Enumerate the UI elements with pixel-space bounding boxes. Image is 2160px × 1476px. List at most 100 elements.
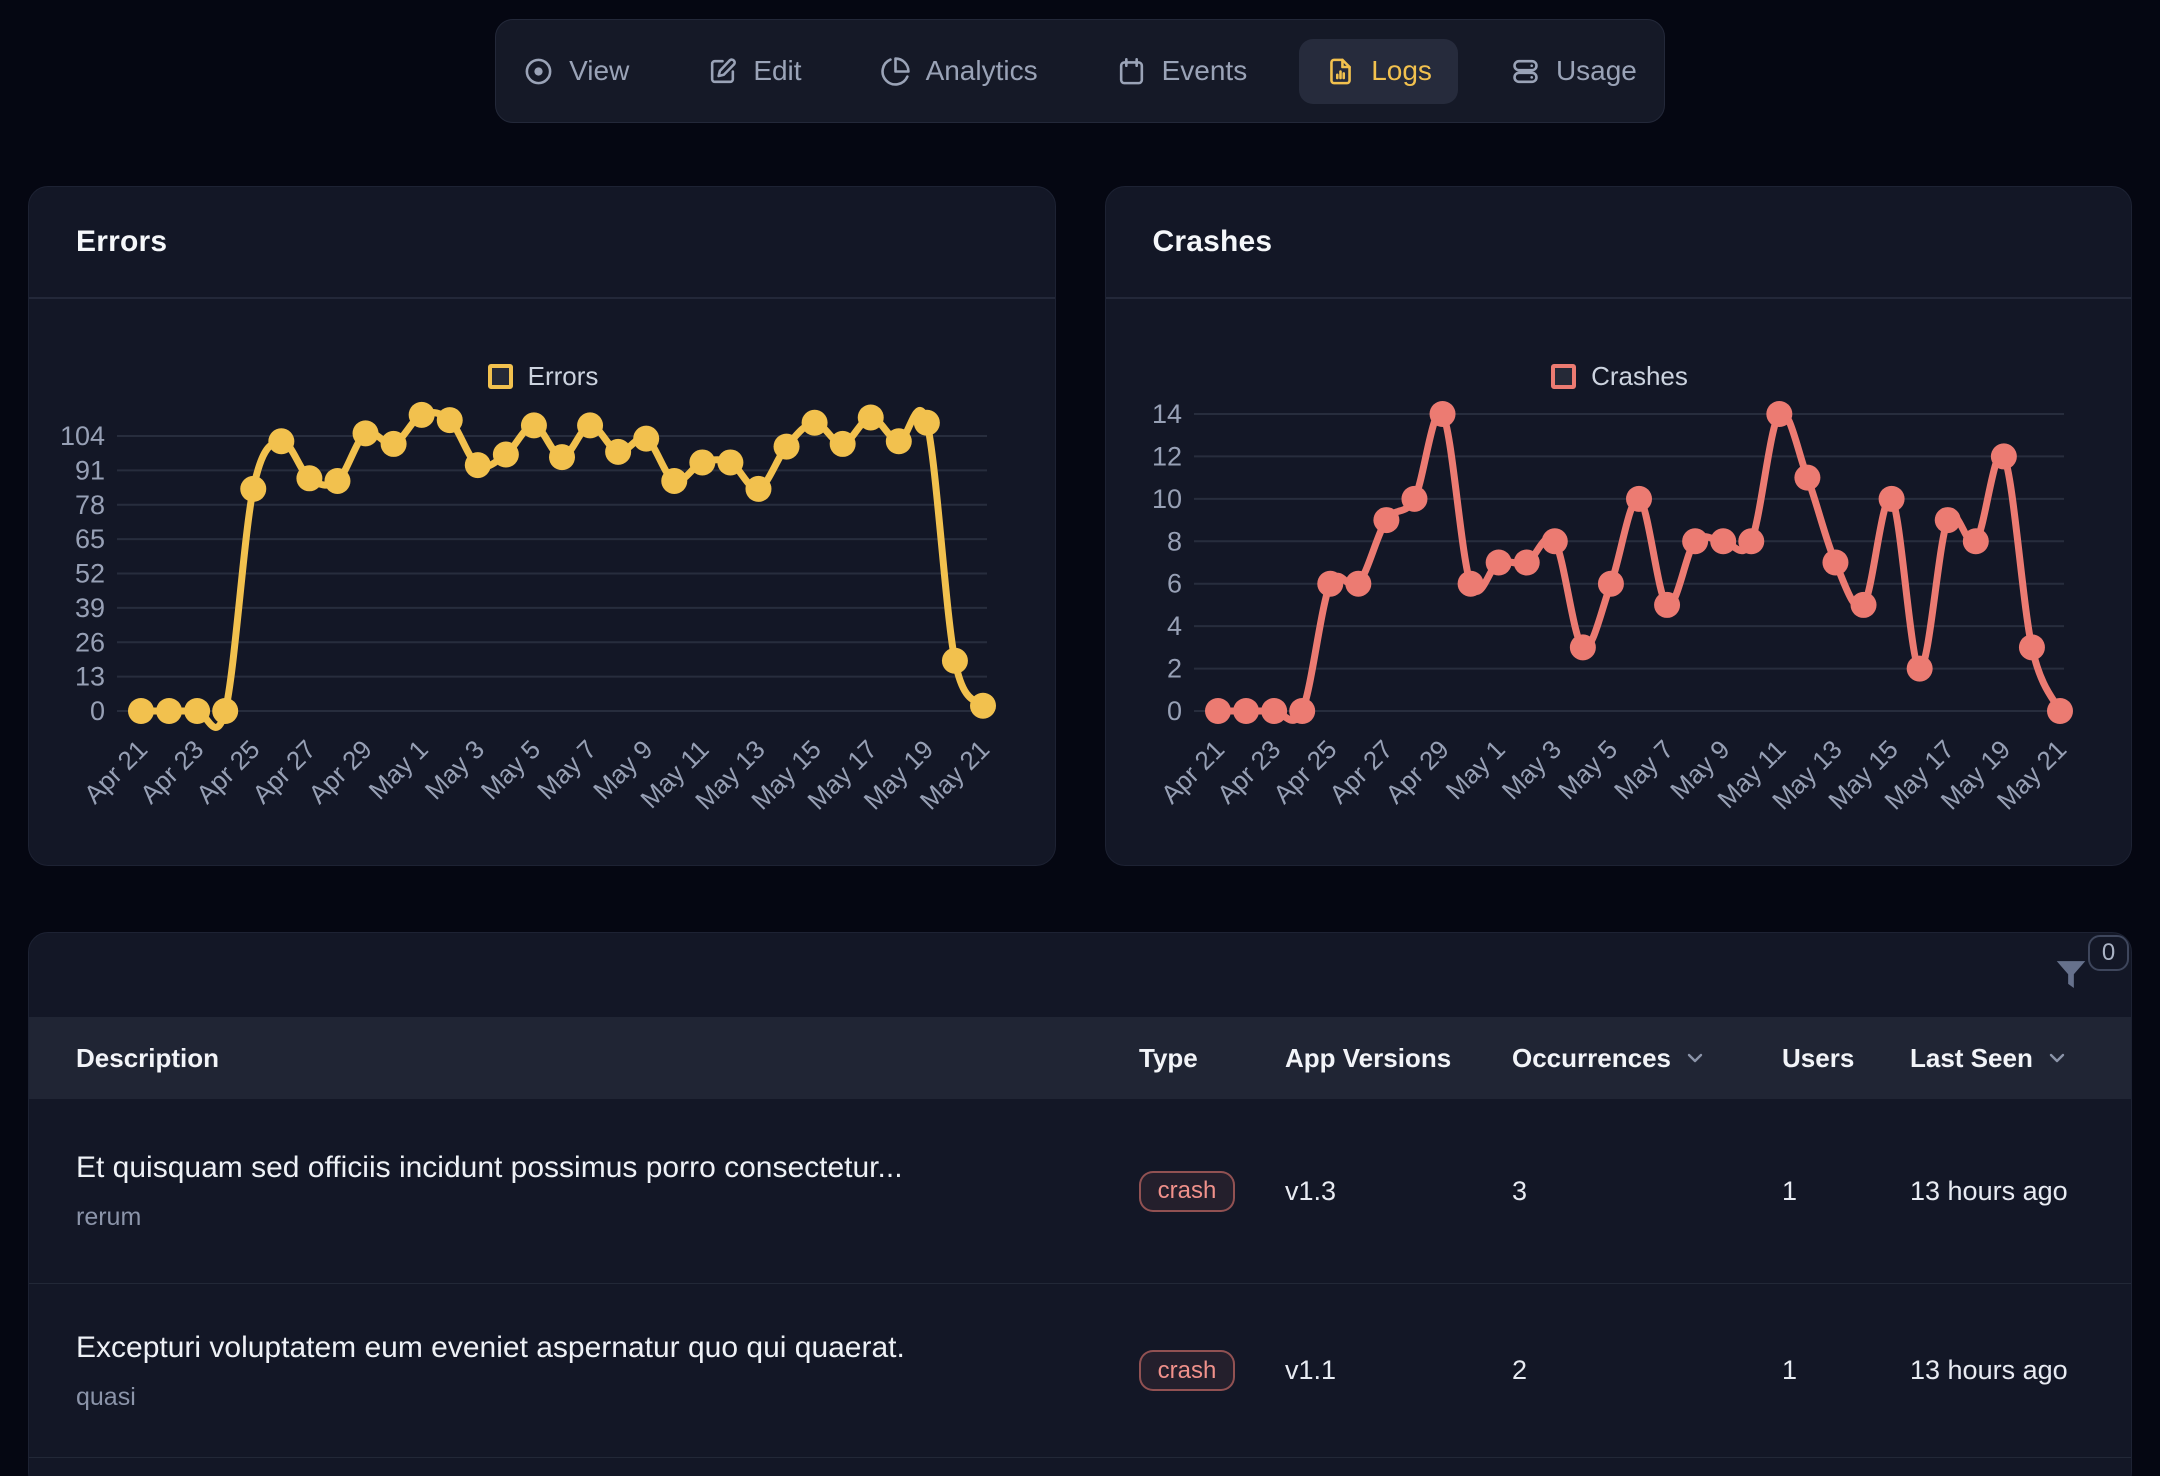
data-point[interactable] xyxy=(941,647,968,674)
table-row[interactable]: Et quisquam sed officiis incidunt possim… xyxy=(29,1099,2131,1284)
y-tick-label: 10 xyxy=(1151,484,1181,514)
tab-view[interactable]: View xyxy=(497,39,655,104)
tab-events[interactable]: Events xyxy=(1090,39,1274,104)
data-point[interactable] xyxy=(1878,485,1905,512)
data-point[interactable] xyxy=(1457,570,1484,597)
data-point[interactable] xyxy=(1597,570,1624,597)
col-occurrences[interactable]: Occurrences xyxy=(1512,1043,1782,1074)
data-point[interactable] xyxy=(1204,698,1231,724)
data-point[interactable] xyxy=(1765,401,1792,427)
data-point[interactable] xyxy=(2046,698,2073,724)
x-tick-label: May 5 xyxy=(1551,734,1622,805)
tab-label: Usage xyxy=(1555,55,1637,86)
data-point[interactable] xyxy=(1906,655,1933,682)
data-point[interactable] xyxy=(436,407,463,434)
data-point[interactable] xyxy=(1990,443,2017,470)
data-point[interactable] xyxy=(1709,528,1736,555)
data-point[interactable] xyxy=(324,467,351,494)
crashes-card-header: Crashes xyxy=(1105,187,2131,299)
tab-logs[interactable]: Logs xyxy=(1299,38,1458,104)
data-point[interactable] xyxy=(2018,634,2045,661)
data-point[interactable] xyxy=(1541,528,1568,555)
data-point[interactable] xyxy=(380,430,407,457)
tab-label: Edit xyxy=(753,55,802,86)
data-point[interactable] xyxy=(128,698,154,724)
data-point[interactable] xyxy=(1485,549,1512,576)
data-point[interactable] xyxy=(156,698,183,724)
table-row[interactable]: Excepturi voluptatem eum eveniet asperna… xyxy=(29,1284,2131,1458)
table-toolbar: 0 xyxy=(29,933,2131,1017)
col-type: Type xyxy=(1139,1042,1198,1073)
data-point[interactable] xyxy=(1737,528,1764,555)
tab-analytics[interactable]: Analytics xyxy=(854,39,1064,104)
data-point[interactable] xyxy=(549,444,575,471)
data-point[interactable] xyxy=(520,412,547,439)
data-point[interactable] xyxy=(970,692,996,719)
data-point[interactable] xyxy=(829,430,856,457)
log-title: Excepturi voluptatem eum eveniet asperna… xyxy=(76,1330,905,1364)
data-point[interactable] xyxy=(661,467,688,494)
data-point[interactable] xyxy=(1625,485,1652,512)
data-point[interactable] xyxy=(1400,485,1427,512)
data-point[interactable] xyxy=(240,475,267,502)
col-app-versions: App Versions xyxy=(1285,1042,1452,1073)
tab-edit[interactable]: Edit xyxy=(681,39,827,104)
data-point[interactable] xyxy=(1850,591,1877,618)
col-last-seen[interactable]: Last Seen xyxy=(1910,1043,2084,1074)
filter-icon xyxy=(2056,960,2086,988)
data-point[interactable] xyxy=(1793,464,1820,491)
data-point[interactable] xyxy=(605,438,632,465)
data-point[interactable] xyxy=(1372,507,1399,534)
data-point[interactable] xyxy=(352,420,379,447)
data-point[interactable] xyxy=(1260,698,1287,724)
data-point[interactable] xyxy=(633,425,660,452)
filter-button[interactable] xyxy=(2051,951,2091,997)
x-tick-label: Apr 23 xyxy=(1210,734,1285,809)
data-point[interactable] xyxy=(1429,401,1456,427)
x-tick-label: Apr 25 xyxy=(1267,734,1342,809)
data-point[interactable] xyxy=(1821,549,1848,576)
data-point[interactable] xyxy=(1316,570,1343,597)
y-tick-label: 14 xyxy=(1151,399,1181,429)
data-point[interactable] xyxy=(1681,528,1708,555)
data-point[interactable] xyxy=(408,401,435,428)
errors-line-chart: Errors 0 13 26 39 52 65 78 91 104 Apr 21 Apr 23 Apr … xyxy=(29,299,1055,865)
data-point[interactable] xyxy=(885,428,912,455)
tab-usage[interactable]: Usage xyxy=(1484,39,1663,104)
crashes-line-chart: Crashes 0 2 4 6 8 10 12 14 Apr 21 Apr 23 Apr 25 Apr … xyxy=(1106,299,2132,865)
data-point[interactable] xyxy=(801,409,828,436)
data-point[interactable] xyxy=(184,698,211,724)
data-point[interactable] xyxy=(492,441,519,468)
y-tick-label: 65 xyxy=(75,524,105,554)
data-point[interactable] xyxy=(1344,570,1371,597)
data-point[interactable] xyxy=(773,433,800,460)
users-cell: 1 xyxy=(1782,1355,1798,1385)
data-point[interactable] xyxy=(1934,507,1961,534)
data-point[interactable] xyxy=(1653,591,1680,618)
occurrences-cell: 2 xyxy=(1512,1355,1528,1385)
data-point[interactable] xyxy=(913,409,940,436)
data-point[interactable] xyxy=(577,412,604,439)
data-point[interactable] xyxy=(1288,698,1315,724)
y-tick-label: 39 xyxy=(75,593,105,623)
y-tick-label: 0 xyxy=(1166,696,1181,726)
data-point[interactable] xyxy=(296,465,323,492)
log-description-cell: Excepturi voluptatem eum eveniet asperna… xyxy=(76,1330,1139,1412)
data-point[interactable] xyxy=(717,449,744,476)
data-point[interactable] xyxy=(268,428,295,455)
data-point[interactable] xyxy=(857,404,884,431)
data-point[interactable] xyxy=(689,449,716,476)
col-users: Users xyxy=(1782,1042,1855,1073)
data-point[interactable] xyxy=(745,475,772,502)
data-point[interactable] xyxy=(1962,528,1989,555)
app-version-cell: v1.1 xyxy=(1285,1355,1337,1385)
data-point[interactable] xyxy=(1232,698,1259,724)
data-point[interactable] xyxy=(464,452,491,479)
data-point[interactable] xyxy=(1569,634,1596,661)
last-seen-cell: 13 hours ago xyxy=(1910,1355,2068,1385)
data-point[interactable] xyxy=(212,698,239,724)
data-point[interactable] xyxy=(1513,549,1540,576)
chevron-down-icon xyxy=(1687,1053,1703,1063)
calendar-icon xyxy=(1119,57,1143,84)
